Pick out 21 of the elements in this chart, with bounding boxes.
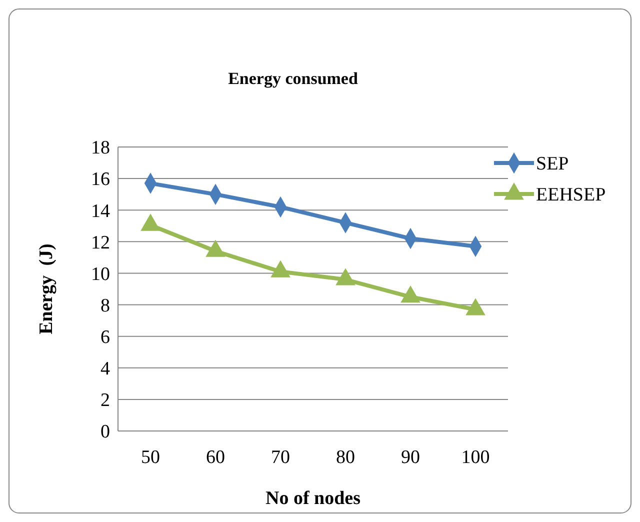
- x-tick-label: 100: [461, 447, 490, 468]
- y-tick-label: 4: [100, 358, 110, 380]
- y-tick-label: 6: [100, 326, 110, 348]
- y-axis-title: Energy (J): [36, 244, 57, 334]
- x-tick-label: 70: [271, 447, 290, 468]
- x-axis-title: No of nodes: [265, 488, 361, 509]
- y-tick-label: 12: [91, 232, 110, 254]
- y-tick-label: 10: [91, 264, 110, 285]
- y-tick-label: 18: [91, 138, 110, 159]
- legend-label: EEHSEP: [536, 184, 606, 206]
- x-tick-label: 50: [141, 447, 160, 468]
- y-tick-label: 16: [91, 169, 110, 190]
- y-tick-label: 8: [100, 295, 110, 316]
- y-tick-label: 0: [100, 422, 110, 443]
- y-tick-label: 14: [91, 200, 110, 222]
- legend-label: SEP: [536, 154, 569, 175]
- y-tick-label: 2: [100, 390, 110, 412]
- x-tick-label: 80: [336, 447, 355, 468]
- x-tick-label: 60: [206, 447, 225, 468]
- x-tick-label: 90: [401, 447, 420, 468]
- chart-title: Energy consumed: [228, 69, 358, 88]
